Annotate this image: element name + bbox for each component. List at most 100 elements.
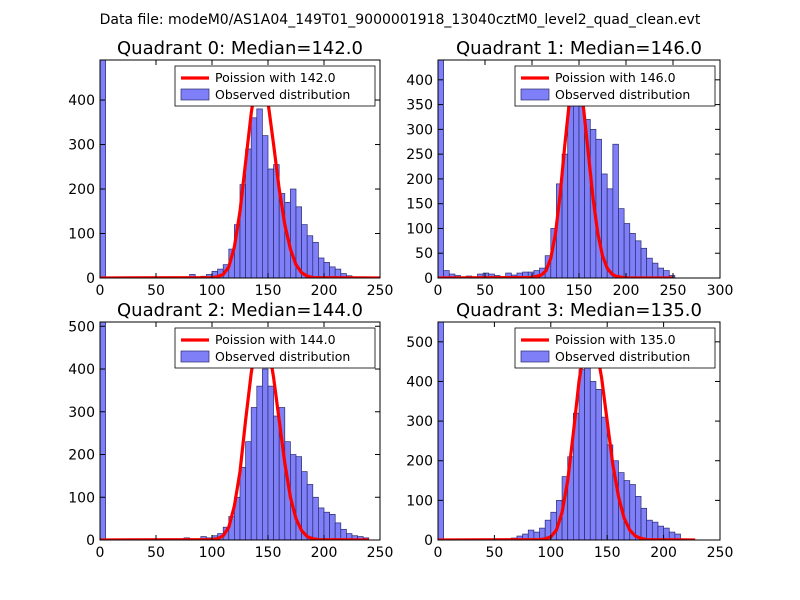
legend-hist-swatch — [180, 350, 210, 363]
histogram-bar — [601, 416, 608, 540]
histogram-bar — [595, 389, 602, 540]
histogram-bar — [635, 496, 642, 540]
histogram-bar — [318, 257, 325, 278]
histogram-bar — [623, 223, 631, 278]
histogram-bar — [301, 224, 308, 278]
legend-fit-label: Poission with 146.0 — [555, 70, 676, 85]
histogram-bar — [640, 507, 648, 540]
histogram-bar — [250, 407, 258, 540]
y-tick-label: 100 — [68, 227, 95, 243]
y-tick-label: 0 — [424, 533, 433, 549]
y-tick-label: 0 — [424, 271, 433, 287]
histogram-bar — [646, 257, 653, 278]
x-tick-label: 250 — [707, 545, 734, 561]
y-tick-label: 500 — [68, 319, 95, 335]
histogram-bar — [250, 117, 258, 278]
chart-title: Quadrant 2: Median=144.0 — [117, 300, 363, 321]
x-tick-label: 50 — [476, 283, 494, 299]
histogram-bar — [262, 135, 269, 278]
x-tick-label: 250 — [367, 545, 394, 561]
x-tick-label: 0 — [96, 545, 105, 561]
chart-panel-quadrant-0: 0 50 100 150 200 250 0 100 200 300 400 Quadrant 0: … — [68, 38, 393, 299]
histogram-bar — [239, 466, 246, 540]
y-tick-label: 50 — [415, 246, 433, 262]
y-tick-label: 300 — [68, 405, 95, 421]
y-tick-label: 200 — [68, 182, 95, 198]
legend-fit-label: Poission with 135.0 — [555, 332, 676, 347]
x-tick-label: 200 — [311, 283, 338, 299]
y-tick-label: 200 — [68, 448, 95, 464]
histogram-bar — [651, 521, 659, 540]
y-tick-label: 250 — [406, 147, 433, 163]
y-tick-label: 100 — [406, 221, 433, 237]
y-tick-label: 400 — [68, 362, 95, 378]
y-tick-label: 200 — [406, 454, 433, 470]
y-tick-label: 350 — [406, 98, 433, 114]
histogram-bar — [612, 143, 619, 278]
histogram-bar — [323, 262, 330, 278]
x-tick-label: 0 — [434, 545, 443, 561]
y-tick-label: 400 — [406, 73, 433, 89]
legend-hist-label: Observed distribution — [215, 87, 350, 102]
histogram-bar — [584, 357, 591, 540]
axes-frame — [99, 321, 381, 541]
histogram-bar — [306, 484, 314, 540]
legend-hist-label: Observed distribution — [555, 349, 690, 364]
chart-panel-quadrant-3: 0 50 100 150 200 250 0 100 200 300 400 500 Quadrant … — [406, 300, 733, 561]
y-tick-label: 300 — [68, 138, 95, 154]
histogram-bar — [245, 441, 252, 540]
figure-title: Data file: modeM0/AS1A04_149T01_90000019… — [100, 12, 701, 28]
legend: Poission with 135.0 Observed distribution — [514, 327, 716, 369]
legend-hist-label: Observed distribution — [555, 87, 690, 102]
x-tick-label: 200 — [311, 545, 338, 561]
histogram-bar — [329, 514, 336, 540]
histogram-bar — [657, 525, 664, 540]
x-tick-label: 250 — [367, 283, 394, 299]
x-tick-label: 0 — [434, 283, 443, 299]
chart-panel-quadrant-1: 0 50 100 150 200 250 300 0 50 100 150 200 250 300 350 4… — [406, 38, 733, 299]
legend: Poission with 146.0 Observed distribution — [514, 65, 716, 107]
y-tick-label: 150 — [406, 197, 433, 213]
histogram-bar — [312, 242, 319, 278]
histogram-bar — [640, 247, 648, 278]
histogram-bar — [646, 519, 653, 540]
legend: Poission with 144.0 Observed distribution — [174, 327, 376, 369]
axes-frame — [437, 321, 721, 541]
histogram-bar — [578, 369, 585, 540]
x-tick-label: 150 — [255, 545, 282, 561]
y-tick-label: 400 — [406, 374, 433, 390]
histogram-bar — [629, 233, 636, 278]
histogram-bar — [312, 496, 319, 540]
y-tick-label: 100 — [68, 490, 95, 506]
x-tick-label: 0 — [96, 283, 105, 299]
chart-panel-quadrant-2: 0 50 100 150 200 250 0 100 200 300 400 500 Quadrant … — [68, 300, 393, 561]
histogram-bar — [651, 262, 659, 278]
y-tick-label: 500 — [406, 335, 433, 351]
y-tick-label: 400 — [68, 93, 95, 109]
y-tick-label: 0 — [86, 533, 95, 549]
y-tick-label: 0 — [86, 271, 95, 287]
x-tick-label: 100 — [199, 283, 226, 299]
histogram-bar — [267, 385, 274, 540]
legend: Poission with 142.0 Observed distribution — [174, 65, 376, 107]
legend-fit-label: Poission with 144.0 — [215, 332, 336, 347]
legend-hist-swatch — [520, 350, 550, 363]
histogram-bar — [438, 322, 444, 540]
histogram-bar — [256, 385, 263, 540]
x-tick-label: 100 — [519, 283, 546, 299]
histogram-bar — [606, 188, 614, 278]
x-tick-label: 50 — [147, 283, 165, 299]
histogram-bar — [267, 168, 274, 278]
x-tick-label: 200 — [650, 545, 677, 561]
chart-title: Quadrant 3: Median=135.0 — [456, 300, 702, 321]
x-tick-label: 100 — [537, 545, 564, 561]
x-tick-label: 300 — [707, 283, 734, 299]
histogram-bar — [318, 507, 325, 540]
x-tick-label: 200 — [613, 283, 640, 299]
histogram-bar — [589, 381, 597, 540]
histogram-bar — [273, 415, 280, 540]
chart-title: Quadrant 0: Median=142.0 — [117, 38, 363, 59]
axes-frame — [99, 59, 381, 279]
x-tick-label: 250 — [660, 283, 687, 299]
